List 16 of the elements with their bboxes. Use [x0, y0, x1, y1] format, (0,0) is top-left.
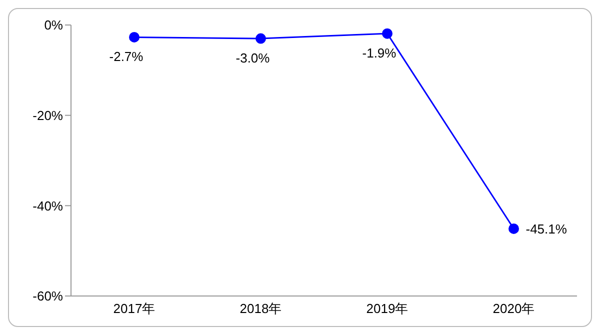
y-tick-label: -40% — [32, 198, 64, 214]
data-label: -3.0% — [236, 50, 270, 66]
y-tick-label: 0% — [44, 18, 64, 33]
point — [256, 33, 266, 44]
x-tick-label: 2020年 — [492, 301, 535, 316]
data-label: -2.7% — [109, 49, 144, 64]
point — [508, 223, 519, 234]
data-label: -1.9% — [362, 46, 397, 61]
data-label: -45.1% — [526, 222, 568, 237]
y-tick-label: -60% — [32, 288, 64, 304]
point — [129, 32, 140, 42]
x-tick-label: 2019年 — [366, 301, 408, 316]
x-tick-label: 2017年 — [113, 301, 156, 316]
point — [382, 28, 392, 39]
y-tick-label: -20% — [32, 108, 64, 123]
x-tick-label: 2018年 — [240, 301, 282, 316]
